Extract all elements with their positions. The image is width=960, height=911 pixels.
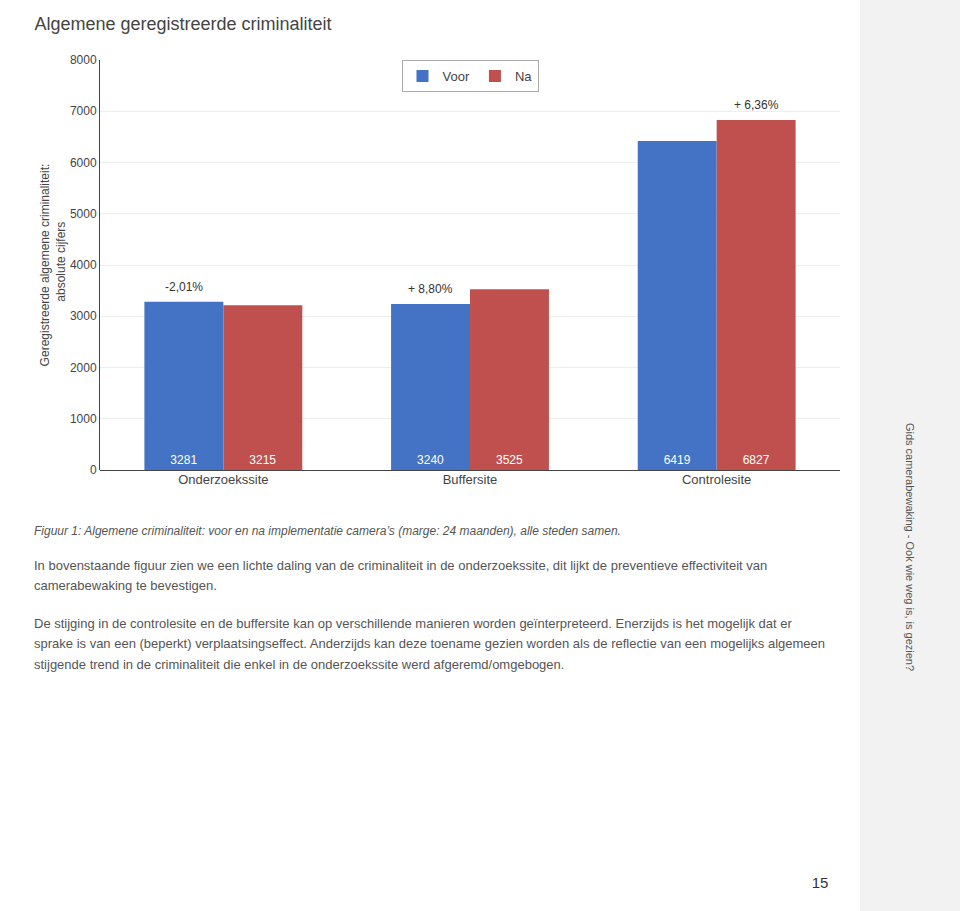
svg-text:Onderzoekssite: Onderzoekssite [178, 472, 268, 487]
svg-text:Geregistreerde algemene crimin: Geregistreerde algemene criminaliteit: a… [38, 164, 68, 367]
svg-text:4000: 4000 [70, 258, 97, 272]
svg-text:Algemene geregistreerde crimin: Algemene geregistreerde criminaliteit [34, 14, 331, 34]
svg-text:3215: 3215 [249, 453, 276, 467]
svg-text:2000: 2000 [70, 361, 97, 375]
html-text:Figuur 1: Algemene criminalite: Figuur 1: Algemene criminaliteit: voor e… [34, 524, 621, 538]
svg-text:Voor: Voor [443, 69, 470, 84]
svg-text:7000: 7000 [70, 104, 97, 118]
svg-text:Controlesite: Controlesite [682, 472, 751, 487]
svg-text:+ 8,80%: + 8,80% [408, 282, 453, 296]
svg-text:3000: 3000 [70, 309, 97, 323]
svg-text:5000: 5000 [70, 207, 97, 221]
html-text:Gids camerabewaking - Ook wie: Gids camerabewaking - Ook wie weg is, is… [904, 422, 916, 671]
html-text:In bovenstaande figuur zien we: In bovenstaande figuur zien we een licht… [34, 558, 768, 594]
svg-text:6000: 6000 [70, 156, 97, 170]
svg-text:6827: 6827 [743, 453, 770, 467]
svg-text:0: 0 [90, 463, 97, 477]
html-text:15: 15 [811, 874, 829, 891]
svg-text:3240: 3240 [417, 453, 444, 467]
svg-text:+ 6,36%: + 6,36% [734, 98, 779, 112]
svg-text:Buffersite: Buffersite [443, 472, 498, 487]
html-text:De stijging in de controlesite: De stijging in de controlesite en de buf… [34, 616, 826, 672]
svg-text:3281: 3281 [170, 453, 197, 467]
svg-text:6419: 6419 [664, 453, 691, 467]
svg-text:-2,01%: -2,01% [165, 280, 203, 294]
svg-text:1000: 1000 [70, 412, 97, 426]
svg-text:3525: 3525 [496, 453, 523, 467]
svg-text:Na: Na [515, 69, 532, 84]
svg-text:8000: 8000 [70, 53, 97, 67]
